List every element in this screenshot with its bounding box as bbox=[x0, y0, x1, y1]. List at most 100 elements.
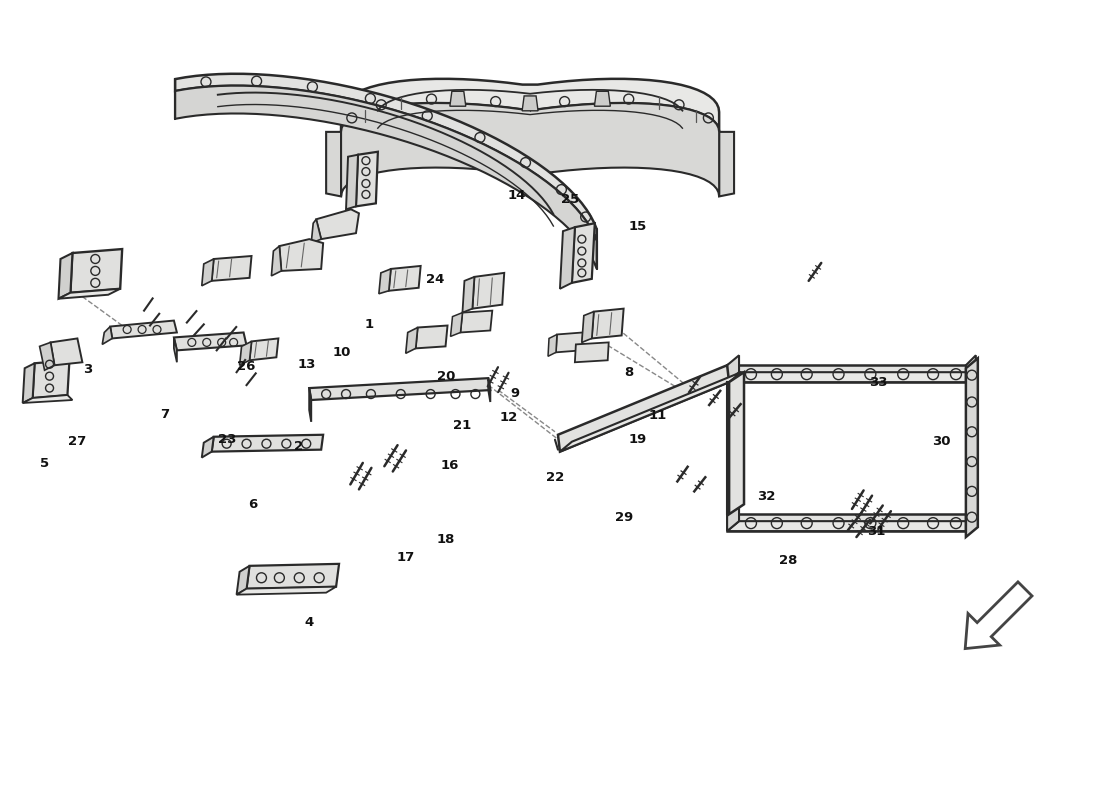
Polygon shape bbox=[556, 333, 583, 352]
Polygon shape bbox=[272, 246, 282, 276]
Text: 12: 12 bbox=[499, 411, 517, 424]
Polygon shape bbox=[727, 366, 966, 382]
Polygon shape bbox=[719, 132, 734, 197]
Polygon shape bbox=[966, 358, 978, 537]
Text: 9: 9 bbox=[510, 387, 519, 400]
Text: 1: 1 bbox=[365, 318, 374, 331]
Text: 28: 28 bbox=[780, 554, 798, 567]
Polygon shape bbox=[727, 355, 739, 382]
Text: 22: 22 bbox=[547, 471, 564, 484]
Polygon shape bbox=[341, 79, 719, 132]
Polygon shape bbox=[727, 372, 976, 382]
Polygon shape bbox=[174, 338, 177, 362]
Text: 13: 13 bbox=[298, 358, 316, 370]
Polygon shape bbox=[966, 504, 976, 531]
Polygon shape bbox=[211, 256, 252, 281]
Text: 6: 6 bbox=[248, 498, 257, 511]
Polygon shape bbox=[592, 309, 624, 338]
Polygon shape bbox=[236, 566, 250, 594]
Text: 3: 3 bbox=[84, 363, 92, 376]
Text: 5: 5 bbox=[40, 457, 48, 470]
Polygon shape bbox=[326, 132, 341, 197]
Polygon shape bbox=[582, 312, 594, 342]
Text: 19: 19 bbox=[628, 434, 647, 446]
Polygon shape bbox=[522, 96, 538, 111]
Text: 33: 33 bbox=[869, 376, 888, 389]
Text: 10: 10 bbox=[333, 346, 351, 359]
Polygon shape bbox=[174, 333, 246, 350]
Polygon shape bbox=[461, 310, 493, 333]
Text: 29: 29 bbox=[615, 511, 634, 524]
Polygon shape bbox=[450, 91, 465, 106]
Text: 4: 4 bbox=[305, 616, 314, 629]
Polygon shape bbox=[558, 366, 729, 452]
Text: 7: 7 bbox=[161, 408, 169, 421]
Polygon shape bbox=[309, 378, 491, 400]
Polygon shape bbox=[311, 219, 321, 243]
Polygon shape bbox=[378, 269, 390, 294]
Polygon shape bbox=[729, 372, 744, 514]
Polygon shape bbox=[70, 249, 122, 293]
Text: 21: 21 bbox=[453, 419, 472, 432]
Polygon shape bbox=[594, 91, 610, 106]
Polygon shape bbox=[965, 582, 1032, 649]
Text: 27: 27 bbox=[68, 435, 86, 448]
Polygon shape bbox=[727, 382, 729, 514]
Polygon shape bbox=[250, 338, 278, 360]
Polygon shape bbox=[33, 360, 69, 398]
Polygon shape bbox=[727, 521, 976, 531]
Polygon shape bbox=[58, 289, 120, 298]
Polygon shape bbox=[58, 253, 73, 298]
Text: 16: 16 bbox=[440, 458, 459, 472]
Text: 2: 2 bbox=[294, 439, 302, 453]
Polygon shape bbox=[240, 342, 252, 366]
Polygon shape bbox=[40, 342, 55, 370]
Polygon shape bbox=[966, 355, 976, 382]
Text: 14: 14 bbox=[508, 189, 527, 202]
Polygon shape bbox=[110, 321, 177, 338]
Polygon shape bbox=[388, 266, 420, 290]
Polygon shape bbox=[23, 363, 34, 403]
Polygon shape bbox=[211, 434, 323, 452]
Polygon shape bbox=[246, 564, 339, 589]
Text: 11: 11 bbox=[648, 410, 667, 422]
Text: 17: 17 bbox=[396, 550, 415, 564]
Polygon shape bbox=[560, 227, 575, 289]
Text: 30: 30 bbox=[933, 435, 952, 448]
Polygon shape bbox=[309, 388, 311, 422]
Text: 8: 8 bbox=[624, 366, 634, 378]
Polygon shape bbox=[356, 152, 378, 206]
Polygon shape bbox=[572, 223, 595, 283]
Text: 23: 23 bbox=[218, 434, 236, 446]
Text: 20: 20 bbox=[437, 370, 455, 382]
Polygon shape bbox=[23, 395, 73, 403]
Polygon shape bbox=[175, 86, 596, 269]
Polygon shape bbox=[727, 504, 739, 531]
Text: 32: 32 bbox=[758, 490, 776, 503]
Polygon shape bbox=[279, 239, 323, 271]
Polygon shape bbox=[548, 334, 557, 356]
Polygon shape bbox=[727, 514, 966, 531]
Polygon shape bbox=[316, 210, 359, 239]
Polygon shape bbox=[406, 327, 418, 354]
Polygon shape bbox=[346, 154, 358, 210]
Polygon shape bbox=[51, 338, 82, 366]
Polygon shape bbox=[201, 437, 213, 458]
Polygon shape bbox=[201, 259, 213, 286]
Text: 25: 25 bbox=[561, 194, 579, 206]
Polygon shape bbox=[102, 326, 112, 344]
Text: 15: 15 bbox=[628, 220, 647, 234]
Polygon shape bbox=[341, 103, 719, 197]
Polygon shape bbox=[560, 372, 741, 452]
Text: 31: 31 bbox=[867, 525, 886, 538]
Text: 18: 18 bbox=[437, 533, 455, 546]
Polygon shape bbox=[462, 277, 474, 313]
Text: 26: 26 bbox=[236, 360, 255, 373]
Polygon shape bbox=[451, 313, 462, 337]
Polygon shape bbox=[416, 326, 448, 348]
Polygon shape bbox=[236, 586, 337, 594]
Polygon shape bbox=[175, 74, 596, 241]
Polygon shape bbox=[472, 273, 504, 309]
Polygon shape bbox=[488, 378, 491, 402]
Text: 24: 24 bbox=[426, 273, 444, 286]
